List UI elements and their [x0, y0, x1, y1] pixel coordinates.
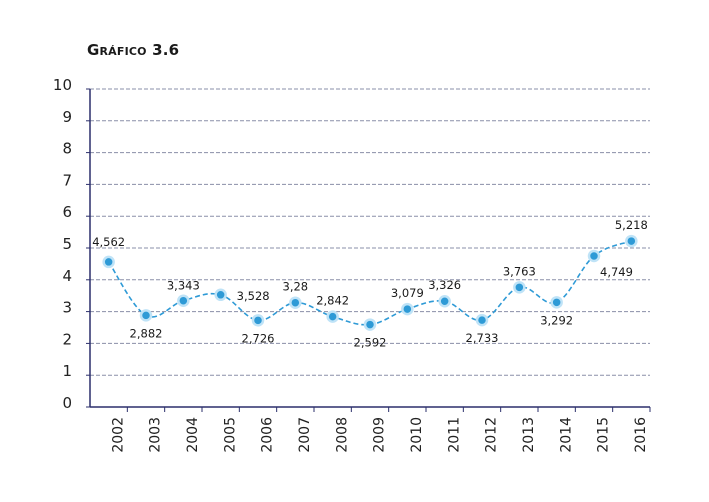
data-label: 2,882 — [130, 326, 163, 340]
y-tick-label: 4 — [62, 267, 72, 285]
data-point — [438, 294, 451, 308]
x-tick-label: 2003 — [148, 417, 164, 453]
data-point — [363, 318, 377, 331]
data-point — [326, 310, 339, 323]
data-point — [550, 296, 563, 309]
data-label: 3,079 — [391, 286, 424, 300]
y-tick-label: 3 — [62, 299, 72, 317]
data-point — [587, 249, 601, 263]
x-tick-label: 2016 — [633, 417, 649, 453]
chart-title: Gráfico 3.6 — [87, 41, 180, 59]
x-tick-label: 2002 — [110, 417, 126, 453]
data-label: 3,326 — [428, 278, 461, 292]
x-tick-label: 2014 — [558, 417, 574, 453]
data-point — [177, 294, 190, 307]
x-tick-label: 2013 — [521, 417, 537, 453]
x-tick-label: 2011 — [446, 417, 462, 453]
y-tick-label: 0 — [62, 394, 72, 412]
data-point — [513, 281, 526, 294]
data-label: 3,28 — [283, 280, 309, 294]
x-tick-label: 2009 — [372, 417, 388, 453]
data-label: 4,562 — [92, 235, 125, 249]
y-axis-ticks: 0 1 2 3 4 5 6 7 8 9 10 — [53, 76, 72, 412]
data-label: 4,749 — [600, 265, 633, 279]
y-tick-label: 1 — [62, 362, 72, 380]
data-label: 3,763 — [503, 264, 536, 278]
data-label: 5,218 — [615, 218, 648, 232]
data-label: 2,842 — [316, 294, 349, 308]
x-tick-label: 2005 — [222, 417, 238, 453]
y-tick-label: 9 — [62, 108, 72, 126]
data-point — [251, 314, 265, 327]
y-tick-label: 7 — [62, 171, 72, 189]
y-tick-label: 8 — [62, 140, 72, 158]
data-point — [102, 255, 115, 269]
data-point — [475, 313, 489, 327]
data-label: 2,726 — [242, 331, 275, 345]
data-labels: 4,562 2,882 3,343 3,528 2,726 3,28 2,842 2,592 3… — [92, 218, 648, 350]
x-tick-label: 2007 — [297, 417, 313, 453]
data-label: 2,592 — [354, 336, 387, 350]
data-label: 3,292 — [540, 313, 573, 327]
data-label: 3,343 — [167, 279, 200, 293]
data-label: 2,733 — [466, 331, 499, 345]
x-tick-label: 2004 — [185, 417, 201, 453]
y-tick-label: 2 — [62, 330, 72, 348]
data-point — [401, 302, 414, 316]
data-label: 3,528 — [237, 289, 270, 303]
y-tick-label: 5 — [62, 235, 72, 253]
x-axis-ticks: 2002 2003 2004 2005 2006 2007 2008 2009 2010 2011… — [110, 417, 649, 453]
data-point — [289, 296, 302, 309]
series — [102, 234, 638, 331]
x-tick-label: 2012 — [484, 417, 500, 453]
x-tick-label: 2006 — [260, 417, 276, 453]
data-point — [214, 288, 227, 302]
data-point — [139, 309, 153, 322]
grid-lines — [90, 88, 650, 376]
axes — [86, 88, 651, 412]
x-tick-label: 2015 — [596, 417, 612, 453]
y-tick-label: 6 — [62, 203, 72, 221]
x-tick-label: 2008 — [334, 417, 350, 453]
data-point — [625, 234, 638, 248]
x-tick-label: 2010 — [409, 417, 425, 453]
y-tick-label: 10 — [53, 76, 72, 94]
